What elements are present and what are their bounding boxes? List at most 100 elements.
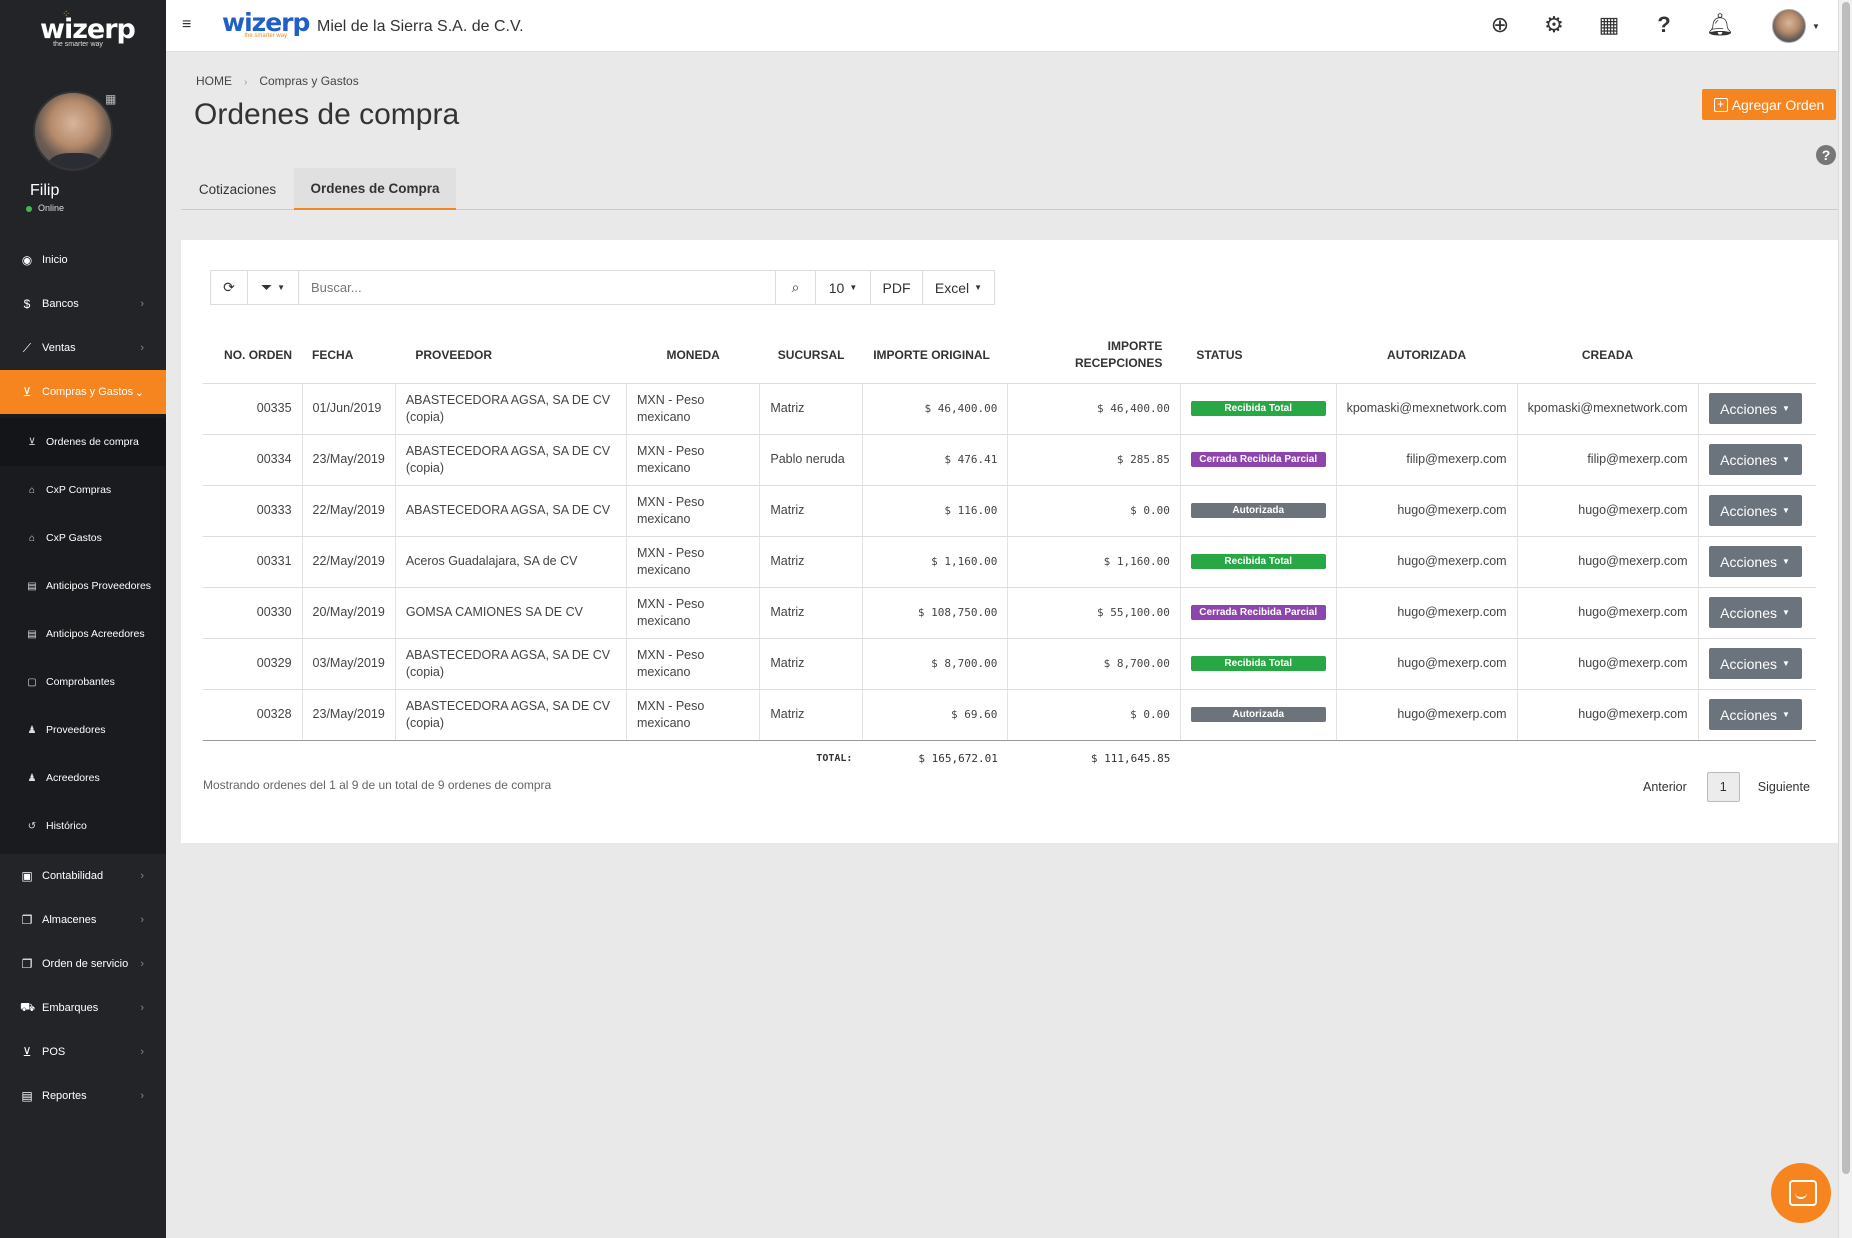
caret-down-icon: ▼	[974, 283, 983, 292]
tab-cotizaciones[interactable]: Cotizaciones	[198, 181, 277, 197]
table-row[interactable]: 00334 23/May/2019 ABASTECEDORA AGSA, SA DE…	[203, 434, 1816, 486]
cell-sucursal: Matriz	[759, 536, 863, 588]
help-circle-icon[interactable]: ?	[1816, 145, 1836, 165]
acciones-dropdown-button[interactable]: Acciones ▼	[1708, 444, 1802, 475]
sidebar-subitem-anticipos-proveedores[interactable]: ▤ Anticipos Proveedores	[0, 562, 166, 610]
sidebar-item-almacenes[interactable]: ❐ Almacenes ›	[0, 898, 166, 942]
sidebar-item-orden-de-servicio[interactable]: ❐ Orden de servicio ›	[0, 942, 166, 986]
cell-proveedor: ABASTECEDORA AGSA, SA DE CV (copia)	[395, 638, 627, 690]
sidebar-subitem-anticipos-acreedores[interactable]: ▤ Anticipos Acreedores	[0, 610, 166, 658]
col-moneda[interactable]: MONEDA	[626, 328, 760, 384]
cell-proveedor: ABASTECEDORA AGSA, SA DE CV	[395, 485, 627, 537]
sidebar-item-contabilidad[interactable]: ▣ Contabilidad ›	[0, 854, 166, 898]
sidebar-subitem-proveedores[interactable]: ♟ Proveedores	[0, 706, 166, 754]
add-circle-icon[interactable]: ⊕	[1490, 12, 1510, 37]
table-row[interactable]: 00328 23/May/2019 ABASTECEDORA AGSA, SA DE…	[203, 689, 1816, 741]
scrollbar-thumb[interactable]	[1842, 2, 1850, 1174]
sidebar-subitem-acreedores[interactable]: ♟ Acreedores	[0, 754, 166, 802]
brand-logo[interactable]: wizerp the smarter way	[222, 8, 310, 40]
sidebar-subitem-ordenes-de-compra[interactable]: ⊻ Ordenes de compra	[0, 418, 166, 466]
sidebar-item-reportes[interactable]: ▤ Reportes ›	[0, 1074, 166, 1118]
bell-icon[interactable]: 🔔︎	[1706, 12, 1734, 37]
acciones-dropdown-button[interactable]: Acciones ▼	[1708, 546, 1802, 577]
calendar-icon[interactable]: ▦	[1598, 12, 1620, 37]
chat-launcher-icon[interactable]	[1771, 1163, 1831, 1223]
caret-down-icon: ▼	[849, 283, 858, 292]
table-row[interactable]: 00330 20/May/2019 GOMSA CAMIONES SA DE CV M…	[203, 587, 1816, 639]
prev-page-button[interactable]: Anterior	[1643, 780, 1687, 794]
cell-sucursal: Matriz	[759, 485, 863, 537]
sidebar-subitem-cxp-compras[interactable]: ⌂ CxP Compras	[0, 466, 166, 514]
cell-creada: hugo@mexerp.com	[1517, 485, 1699, 537]
cell-fecha: 23/May/2019	[302, 689, 396, 741]
cell-creada: hugo@mexerp.com	[1517, 638, 1699, 690]
table-row[interactable]: 00333 22/May/2019 ABASTECEDORA AGSA, SA DE…	[203, 485, 1816, 537]
chevron-right-icon: ›	[140, 914, 144, 926]
chevron-down-icon[interactable]: ▼	[1812, 22, 1820, 31]
menu-toggle-icon[interactable]: ≡	[182, 16, 192, 33]
calendar-icon[interactable]: ▦	[105, 92, 117, 106]
sidebar-subitem-hist-rico[interactable]: ↺ Histórico	[0, 802, 166, 850]
status-badge: Autorizada	[1190, 503, 1326, 518]
next-page-button[interactable]: Siguiente	[1757, 780, 1810, 794]
cell-autorizada: kpomaski@mexnetwork.com	[1336, 383, 1518, 435]
excel-button[interactable]: Excel ▼	[922, 270, 995, 305]
acciones-dropdown-button[interactable]: Acciones ▼	[1708, 495, 1802, 526]
sidebar-logo[interactable]: ⁘ wizerp the smarter way	[40, 9, 136, 48]
gears-icon[interactable]: ⚙	[1544, 12, 1564, 37]
col-autorizada[interactable]: AUTORIZADA	[1336, 328, 1518, 384]
breadcrumb-current[interactable]: Compras y Gastos	[259, 74, 359, 88]
page-number-button[interactable]: 1	[1706, 772, 1740, 802]
sidebar-subitem-comprobantes[interactable]: ▢ Comprobantes	[0, 658, 166, 706]
sidebar-subitem-cxp-gastos[interactable]: ⌂ CxP Gastos	[0, 514, 166, 562]
sidebar-item-bancos[interactable]: $ Bancos ›	[0, 282, 166, 326]
sidebar-item-inicio[interactable]: ◉ Inicio	[0, 238, 166, 282]
totals-row: TOTAL: $ 165,672.01 $ 111,645.85	[203, 740, 1816, 776]
table-row[interactable]: 00335 01/Jun/2019 ABASTECEDORA AGSA, SA DE…	[203, 383, 1816, 435]
col-proveedor[interactable]: PROVEEDOR	[395, 328, 627, 384]
col-importe-recepciones[interactable]: IMPORTE RECEPCIONES	[1007, 328, 1181, 384]
sidebar-item-embarques[interactable]: ⛟ Embarques ›	[0, 986, 166, 1030]
cell-importe-original: $ 8,700.00	[862, 638, 1009, 690]
plus-square-icon: +	[1713, 97, 1728, 112]
table-row[interactable]: 00331 22/May/2019 Aceros Guadalajara, SA d…	[203, 536, 1816, 588]
sidebar-item-pos[interactable]: ⊻ POS ›	[0, 1030, 166, 1074]
col-creada[interactable]: CREADA	[1517, 328, 1699, 384]
status-badge: Autorizada	[1190, 707, 1326, 722]
user-menu-avatar[interactable]	[1772, 9, 1806, 43]
acciones-dropdown-button[interactable]: Acciones ▼	[1708, 597, 1802, 628]
acciones-dropdown-button[interactable]: Acciones ▼	[1708, 648, 1802, 679]
sidebar-item-compras-y-gastos[interactable]: ⊻ Compras y Gastos ⌄	[0, 370, 166, 414]
acciones-dropdown-button[interactable]: Acciones ▼	[1708, 393, 1802, 424]
sidebar-item-ventas[interactable]: ⟋ Ventas ›	[0, 326, 166, 370]
col-status[interactable]: STATUS	[1180, 328, 1337, 384]
cell-importe-original: $ 116.00	[862, 485, 1009, 537]
help-icon[interactable]: ?	[1657, 12, 1671, 37]
dollar-icon: $	[23, 297, 31, 311]
cart-icon: ⊻	[28, 436, 36, 448]
page-size-select[interactable]: 10 ▼	[815, 270, 871, 305]
tab-ordenes-de-compra[interactable]: Ordenes de Compra	[294, 168, 456, 210]
page-scrollbar[interactable]	[1838, 0, 1852, 1238]
col-importe-original[interactable]: IMPORTE ORIGINAL	[862, 328, 1008, 384]
acciones-dropdown-button[interactable]: Acciones ▼	[1708, 699, 1802, 730]
add-order-button[interactable]: + Agregar Orden	[1702, 89, 1836, 120]
filter-button[interactable]: ⏷ ▼	[247, 270, 299, 305]
caret-down-icon: ▼	[1781, 710, 1790, 719]
status-badge: Cerrada Recibida Parcial	[1190, 452, 1326, 467]
search-button[interactable]: ⌕	[775, 270, 816, 305]
sidebar-subitem-label: Anticipos Proveedores	[46, 580, 152, 592]
sidebar-item-label: Compras y Gastos	[42, 386, 134, 398]
search-input[interactable]: Buscar...	[298, 270, 776, 305]
col-fecha[interactable]: FECHA	[302, 328, 396, 384]
col-sucursal[interactable]: SUCURSAL	[759, 328, 863, 384]
caret-down-icon: ▼	[1781, 404, 1790, 413]
user-avatar[interactable]	[33, 91, 113, 171]
sidebar-item-label: POS	[42, 1046, 66, 1058]
refresh-button[interactable]: ⟳	[210, 270, 248, 305]
col-no-orden[interactable]: NO. ORDEN	[203, 328, 303, 384]
table-row[interactable]: 00329 03/May/2019 ABASTECEDORA AGSA, SA DE…	[203, 638, 1816, 690]
breadcrumb-home[interactable]: HOME	[196, 74, 232, 88]
cart-icon: ⊻	[22, 385, 32, 399]
pdf-button[interactable]: PDF	[870, 270, 923, 305]
